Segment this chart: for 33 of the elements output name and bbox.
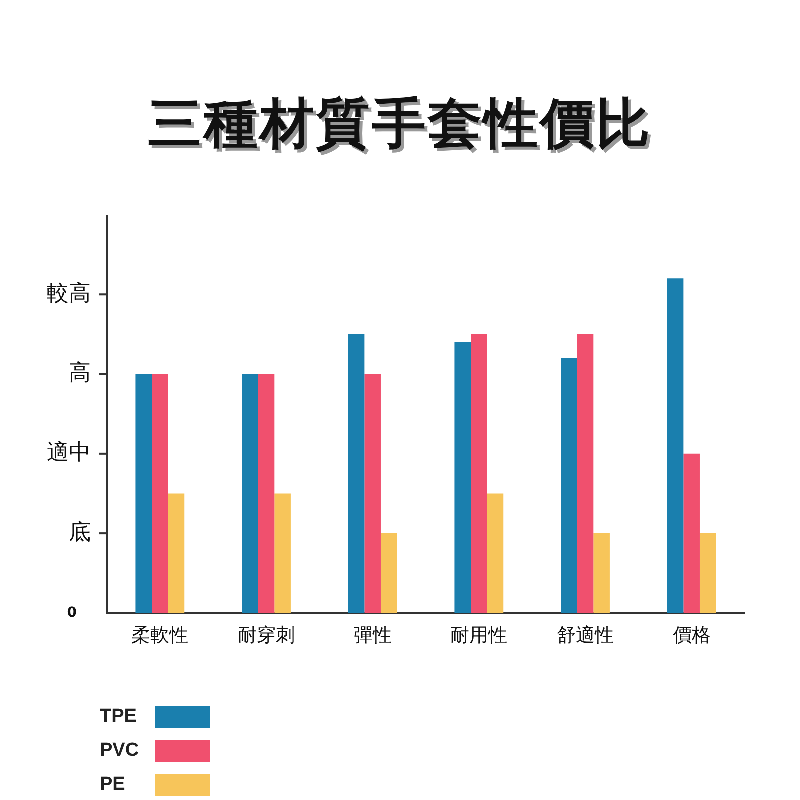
bar	[594, 534, 610, 614]
bar	[242, 374, 258, 614]
text: 底	[69, 520, 91, 546]
bar	[274, 494, 291, 614]
bar	[364, 374, 381, 614]
bar	[577, 334, 594, 614]
x-tick-label: 舒適性	[557, 624, 614, 647]
legend-label: PE	[100, 774, 126, 796]
bar	[454, 342, 472, 614]
text: 0	[67, 604, 78, 621]
chart-title: 三種材質手套性價比	[147, 91, 653, 157]
text: 較高	[47, 281, 91, 306]
bar	[380, 534, 398, 614]
x-tick-label: 耐用性	[450, 624, 508, 647]
text: 適中	[47, 440, 91, 466]
bar	[258, 374, 275, 614]
legend-label: TPE	[100, 706, 138, 728]
bar	[168, 494, 185, 614]
bar	[471, 334, 488, 614]
x-tick-label: 價格	[672, 624, 711, 647]
bar	[487, 494, 504, 614]
bar	[684, 454, 700, 614]
x-tick-label: 耐穿刺	[238, 624, 295, 647]
legend-label: PVC	[100, 740, 140, 762]
text: 高	[69, 361, 91, 386]
bar	[561, 358, 578, 614]
bar	[152, 374, 168, 614]
bar	[136, 374, 152, 614]
x-tick-label: 柔軟性	[132, 624, 189, 647]
bar	[667, 278, 684, 614]
x-tick-label: 彈性	[354, 624, 392, 647]
bar	[348, 334, 365, 614]
bar	[700, 534, 716, 614]
